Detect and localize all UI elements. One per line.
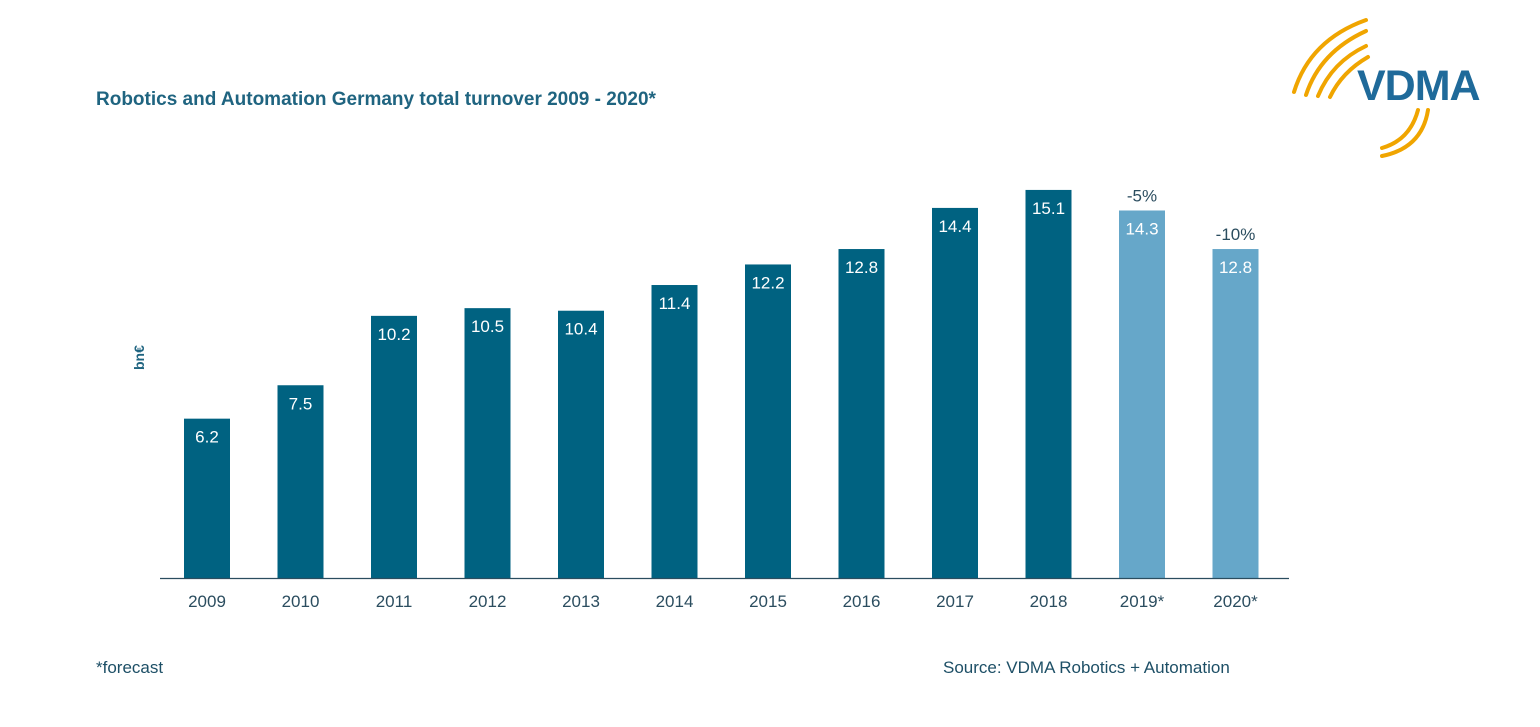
data-label: 14.3 [1125,219,1158,238]
change-annotation: -10% [1216,225,1256,244]
bar-2015 [745,264,791,578]
logo-text: VDMA [1357,62,1481,110]
data-label: 14.4 [938,217,971,236]
bar-2014 [651,285,698,578]
data-label: 10.2 [377,325,410,344]
bar-2011 [371,315,417,578]
vdma-logo [1280,0,1530,170]
bar-2020* [1212,249,1259,579]
x-tick-label: 2020* [1213,592,1258,611]
footnote: *forecast [96,658,164,677]
x-tick-label: 2011 [376,592,413,611]
chart-title: Robotics and Automation Germany total tu… [96,89,656,110]
data-label: 6.2 [195,428,219,447]
bar-2019* [1119,210,1165,579]
change-annotation: -5% [1127,186,1157,205]
bar-2016 [838,249,885,579]
data-label: 12.8 [1219,258,1252,277]
x-tick-label: 2019* [1120,592,1165,611]
bar-2018 [1025,189,1072,578]
bar-2009 [184,418,230,578]
x-tick-label: 2012 [469,592,507,611]
x-tick-label: 2010 [282,592,320,611]
bar-2012 [464,308,511,578]
x-tick-label: 2018 [1030,592,1068,611]
x-tick-label: 2014 [656,592,694,611]
data-label: 10.5 [471,317,504,336]
data-label: 15.1 [1032,199,1065,218]
data-label: 11.4 [659,294,691,313]
source-note: Source: VDMA Robotics + Automation [943,658,1230,677]
x-tick-label: 2013 [562,592,600,611]
data-label: 7.5 [289,394,313,413]
x-tick-label: 2017 [936,592,974,611]
logo-arcs-icon [1292,18,1430,158]
data-label: 12.2 [751,273,784,292]
data-label: 12.8 [845,258,878,277]
x-tick-label: 2015 [749,592,787,611]
data-label: 10.4 [564,320,597,339]
bar-2010 [277,385,324,578]
x-tick-label: 2009 [188,592,226,611]
bar-2013 [558,310,604,578]
x-tick-label: 2016 [843,592,881,611]
bar-2017 [932,207,978,579]
